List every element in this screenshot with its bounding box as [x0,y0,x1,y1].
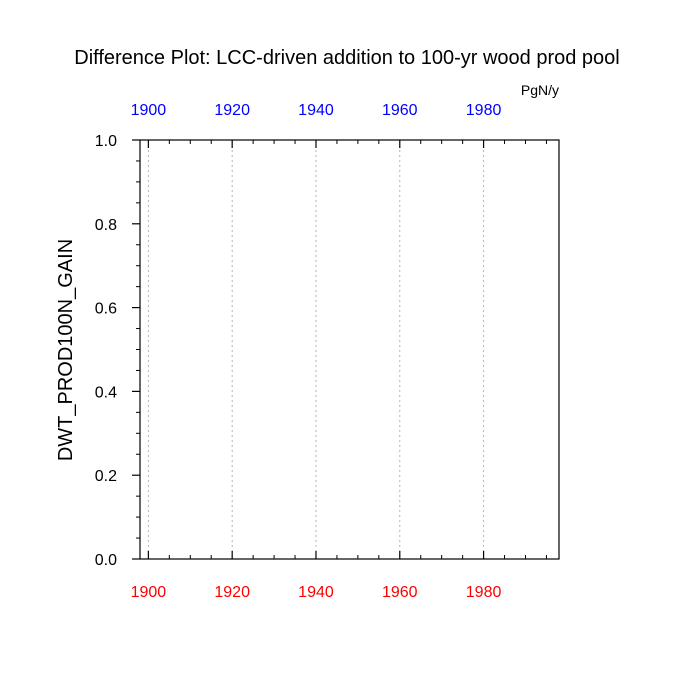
chart-title: Difference Plot: LCC-driven addition to … [74,47,620,69]
plot-frame [139,139,560,560]
x-tick-label-top: 1900 [131,102,167,119]
grid [147,140,485,559]
x-axis-bottom-labels: 1900 1920 1940 1960 1980 [131,584,502,601]
x-tick-label-bottom: 1980 [466,584,502,601]
y-tick-label: 0.2 [95,468,117,485]
y-axis-label: DWT_PROD100N_GAIN [55,239,77,461]
x-tick-label-top: 1980 [466,102,502,119]
y-tick-label: 0.6 [95,301,117,318]
major-ticks [132,139,485,560]
x-tick-label-bottom: 1940 [298,584,334,601]
y-tick-label: 0.8 [95,217,117,234]
x-tick-label-top: 1920 [214,102,250,119]
x-axis-top-labels: 1900 1920 1940 1960 1980 [131,102,502,119]
y-tick-label: 1.0 [95,133,117,150]
y-tick-label: 0.4 [95,384,117,401]
x-tick-label-bottom: 1920 [214,584,250,601]
y-axis-labels: 0.0 0.2 0.4 0.6 0.8 1.0 [95,133,117,569]
x-tick-label-bottom: 1900 [131,584,167,601]
minor-ticks [136,140,547,559]
units-label: PgN/y [521,82,559,98]
y-tick-label: 0.0 [95,552,117,569]
x-tick-label-bottom: 1960 [382,584,418,601]
x-tick-label-top: 1960 [382,102,418,119]
x-tick-label-top: 1940 [298,102,334,119]
